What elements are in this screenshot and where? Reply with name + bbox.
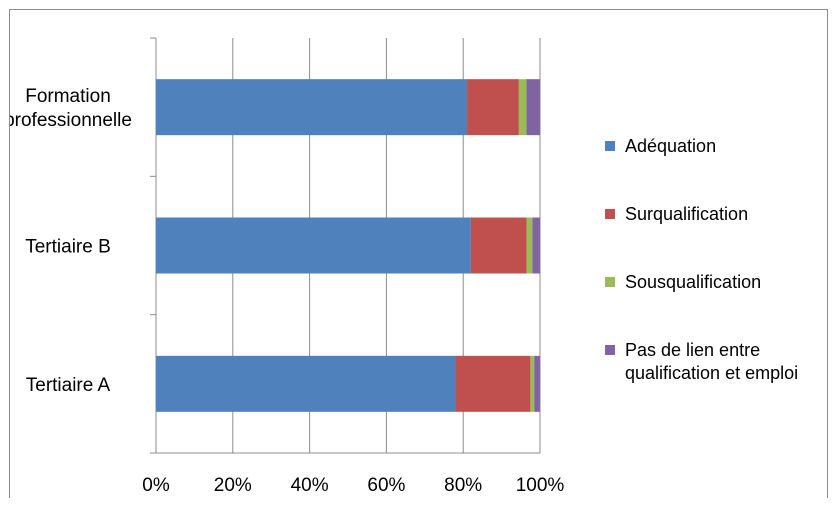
bar-segment [455, 355, 531, 412]
x-tick-label: 80% [444, 475, 482, 496]
legend-label-line: Adéquation [625, 136, 716, 156]
bar-segment [534, 355, 540, 412]
category-label-line: Tertiaire A [26, 375, 111, 396]
category-label: Tertiaire B [25, 237, 111, 258]
legend-label: Pas de lien entre qualification et emploi [625, 340, 798, 383]
category-label: Tertiaire A [26, 375, 111, 396]
legend-swatch [605, 141, 615, 151]
bar-segment [467, 79, 519, 136]
category-label-line: professionnelle [10, 110, 132, 131]
x-tick-label: 40% [291, 475, 329, 496]
stacked-bar-chart: 0% 20% 40% 60% 80% 100% Tertiaire A Tertiaire B… [4, 37, 798, 496]
category-label: Formation professionnelle [10, 86, 132, 131]
x-tick-label: 20% [214, 475, 252, 496]
bar-segment [470, 217, 527, 274]
legend-label-line: qualification et emploi [625, 363, 798, 383]
legend-label: Adéquation [625, 136, 716, 156]
legend-label: Sousqualification [625, 272, 761, 292]
bar-segment [156, 217, 471, 274]
bar-segment [518, 79, 527, 136]
bar-segment [526, 79, 540, 136]
x-tick-label: 60% [367, 475, 405, 496]
x-tick-label: 0% [142, 475, 170, 496]
legend-label-line: Surqualification [625, 204, 748, 224]
bar-segment [532, 217, 540, 274]
bar-segment [530, 355, 535, 412]
bar-segment [156, 355, 456, 412]
category-label-line: Formation [25, 86, 111, 107]
chart-frame: 0% 20% 40% 60% 80% 100% Tertiaire A Tertiaire B… [4, 9, 828, 498]
legend-label-line: Sousqualification [625, 272, 761, 292]
legend-swatch [605, 345, 615, 355]
legend-label-line: Pas de lien entre [625, 340, 760, 360]
legend-swatch [605, 209, 615, 219]
category-label-line: Tertiaire B [25, 237, 111, 258]
legend-swatch [605, 277, 615, 287]
x-tick-label: 100% [516, 475, 565, 496]
bar-segment [156, 79, 468, 136]
legend-label: Surqualification [625, 204, 748, 224]
bar-segment [526, 217, 533, 274]
